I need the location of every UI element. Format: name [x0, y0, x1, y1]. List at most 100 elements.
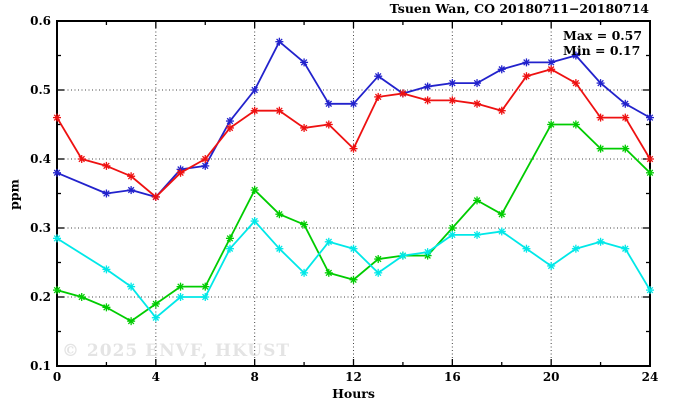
y-tick-label: 0.2: [30, 290, 51, 304]
marker-blue: [201, 162, 209, 170]
marker-cyan: [449, 231, 456, 239]
y-tick-label: 0.6: [30, 14, 51, 28]
marker-cyan: [201, 293, 209, 301]
x-tick-label: 4: [152, 370, 160, 384]
marker-green: [300, 221, 308, 228]
marker-red: [399, 90, 407, 97]
marker-red: [251, 107, 258, 114]
marker-cyan: [350, 245, 357, 252]
marker-blue: [424, 83, 431, 90]
marker-red: [473, 100, 481, 108]
marker-cyan: [424, 248, 431, 256]
marker-blue: [597, 79, 604, 87]
marker-red: [547, 66, 555, 73]
x-tick-label: 16: [444, 370, 461, 384]
marker-green: [350, 276, 357, 284]
marker-red: [597, 114, 604, 121]
marker-red: [127, 172, 135, 180]
marker-green: [201, 283, 209, 290]
marker-cyan: [127, 283, 135, 290]
marker-cyan: [251, 217, 258, 225]
marker-blue: [547, 59, 555, 66]
marker-cyan: [473, 231, 481, 239]
marker-green: [622, 145, 629, 152]
y-tick-label: 0.4: [30, 152, 51, 166]
marker-blue: [251, 86, 258, 94]
marker-red: [201, 155, 209, 163]
marker-blue: [622, 100, 629, 108]
marker-blue: [523, 59, 530, 66]
marker-blue: [300, 59, 308, 66]
marker-blue: [473, 79, 481, 87]
marker-green: [177, 283, 184, 290]
marker-cyan: [374, 269, 382, 277]
max-min-annotation: Max = 0.57 Min = 0.17: [563, 28, 642, 58]
series-line-cyan: [56, 220, 651, 319]
x-tick-label: 8: [250, 370, 258, 384]
marker-blue: [276, 38, 283, 45]
marker-red: [622, 114, 629, 121]
x-tick-label: 12: [345, 370, 362, 384]
marker-red: [523, 72, 530, 80]
marker-red: [325, 121, 333, 128]
marker-red: [226, 124, 234, 132]
marker-blue: [498, 66, 506, 73]
marker-blue: [325, 100, 333, 108]
marker-green: [103, 304, 110, 311]
marker-red: [646, 155, 654, 163]
x-tick-label: 24: [642, 370, 659, 384]
marker-green: [473, 197, 481, 204]
y-axis-label: ppm: [6, 179, 22, 210]
marker-green: [53, 286, 61, 294]
series-line-blue: [56, 40, 651, 198]
marker-blue: [350, 100, 357, 108]
y-tick-label: 0.3: [30, 221, 51, 235]
marker-red: [300, 124, 308, 132]
marker-green: [127, 317, 135, 325]
marker-red: [350, 145, 357, 152]
marker-blue: [572, 52, 580, 59]
marker-green: [572, 121, 580, 128]
marker-green: [449, 224, 456, 232]
marker-red: [276, 107, 283, 114]
marker-red: [424, 97, 431, 104]
marker-red: [498, 107, 506, 114]
marker-blue: [449, 79, 456, 87]
marker-blue: [103, 190, 110, 197]
marker-cyan: [152, 314, 160, 321]
marker-cyan: [325, 238, 333, 246]
marker-cyan: [103, 266, 110, 273]
marker-red: [78, 155, 85, 163]
marker-cyan: [300, 269, 308, 277]
marker-cyan: [523, 245, 530, 252]
marker-cyan: [622, 245, 629, 252]
marker-green: [78, 293, 85, 301]
max-annotation: Max = 0.57: [563, 28, 643, 43]
x-axis-label: Hours: [332, 386, 375, 401]
x-tick-label: 0: [53, 370, 61, 384]
marker-green: [646, 169, 654, 177]
marker-cyan: [399, 252, 407, 259]
marker-cyan: [498, 228, 506, 235]
marker-red: [572, 79, 580, 87]
marker-green: [226, 235, 234, 242]
marker-red: [152, 193, 160, 201]
marker-red: [177, 169, 184, 177]
marker-cyan: [646, 286, 654, 294]
marker-cyan: [276, 245, 283, 252]
marker-red: [449, 97, 456, 104]
marker-cyan: [597, 238, 604, 246]
marker-blue: [374, 72, 382, 80]
marker-blue: [127, 186, 135, 194]
marker-green: [498, 210, 506, 218]
y-tick-label: 0.5: [30, 83, 51, 97]
x-tick-label: 20: [543, 370, 560, 384]
marker-blue: [53, 169, 61, 177]
series-line-green: [56, 123, 651, 323]
marker-cyan: [53, 235, 61, 242]
marker-green: [597, 145, 604, 152]
marker-red: [103, 162, 110, 170]
marker-red: [53, 114, 61, 121]
